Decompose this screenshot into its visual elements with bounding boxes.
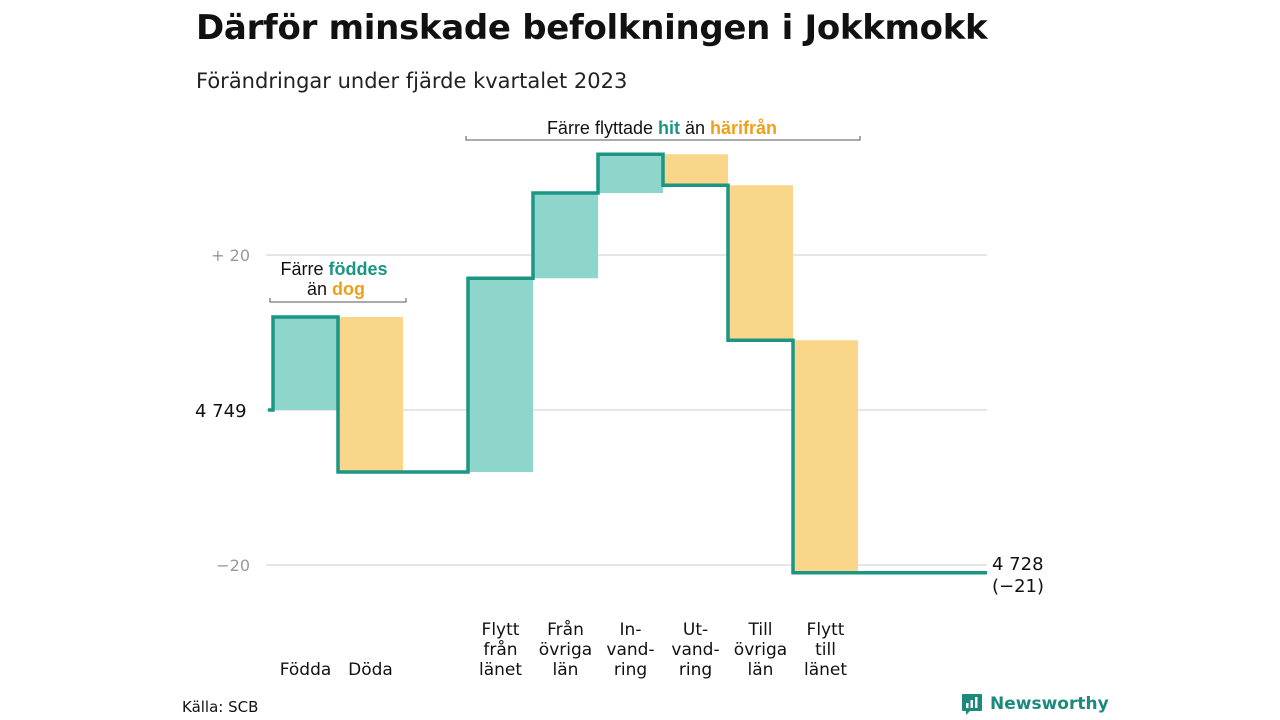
category-label-line: länet bbox=[804, 660, 847, 680]
annotation-births-pre: Färre bbox=[280, 259, 328, 279]
annotation-deaths-highlight: dog bbox=[332, 279, 365, 299]
chart-subtitle: Förändringar under fjärde kvartalet 2023 bbox=[196, 69, 628, 93]
category-label-line: Födda bbox=[280, 660, 332, 680]
annotation-births-highlight: föddes bbox=[329, 259, 388, 279]
brand-name: Newsworthy bbox=[990, 694, 1109, 714]
category-label-line: län bbox=[553, 660, 579, 680]
category-label-line: Ut- bbox=[683, 620, 708, 640]
category-label: Flytt till länet bbox=[804, 620, 847, 680]
annotation-migration-harifran: härifrån bbox=[710, 118, 777, 138]
bar-födda bbox=[273, 317, 338, 410]
category-label-line: ring bbox=[679, 660, 712, 680]
svg-text:Färre flyttade hit än härifrån: Färre flyttade hit än härifrån bbox=[547, 118, 777, 138]
category-label-line: från bbox=[483, 639, 517, 660]
bars bbox=[273, 154, 858, 573]
step-line bbox=[268, 152, 987, 575]
category-label-line: ring bbox=[614, 660, 647, 680]
bar-flytt-från-länet bbox=[468, 278, 533, 472]
category-label: In-vand-ring bbox=[606, 620, 654, 680]
category-label-line: Till bbox=[747, 620, 772, 640]
end-value-label: 4 728 bbox=[992, 554, 1044, 575]
bar-till-övriga-län bbox=[728, 185, 793, 341]
end-change-label: (−21) bbox=[992, 576, 1044, 597]
category-label-line: vand- bbox=[671, 640, 719, 660]
category-label: Till övriga län bbox=[734, 620, 787, 680]
category-label-line: Flytt bbox=[807, 620, 845, 640]
cumulative-step-line bbox=[268, 152, 987, 575]
annotation-migration-pre: Färre flyttade bbox=[547, 118, 658, 138]
bar-ut-vand-ring bbox=[663, 154, 728, 186]
y-tick-label: + 20 bbox=[211, 246, 250, 265]
category-label-line: Från bbox=[547, 619, 584, 640]
category-label-line: till bbox=[815, 640, 836, 660]
category-label: Från övriga län bbox=[539, 619, 592, 680]
migration-annotation: Färre flyttade hit än härifrån bbox=[465, 118, 861, 141]
bar-in-vand-ring bbox=[598, 154, 663, 193]
category-label-line: vand- bbox=[606, 640, 654, 660]
category-label-line: Döda bbox=[348, 660, 393, 680]
births-deaths-annotation: Färre föddes än dog bbox=[269, 259, 407, 303]
category-label-line: övriga bbox=[539, 640, 592, 660]
svg-text:Färre föddes: Färre föddes bbox=[280, 259, 387, 279]
category-label: Döda bbox=[348, 660, 393, 680]
annotation-migration-mid: än bbox=[680, 118, 710, 138]
annotation-migration-hit: hit bbox=[658, 118, 680, 138]
bar-flytt-till-länet bbox=[793, 340, 858, 573]
bar-döda bbox=[338, 317, 403, 472]
category-label-line: Flytt bbox=[482, 620, 520, 640]
y-tick-label: −20 bbox=[216, 556, 250, 575]
category-label: Födda bbox=[280, 660, 332, 680]
annotation-bracket-births bbox=[269, 298, 407, 303]
annotation-bracket-migration bbox=[465, 136, 861, 141]
category-label: Flytt från länet bbox=[479, 620, 522, 680]
source-note: Källa: SCB bbox=[182, 698, 259, 716]
bar-chart-icon bbox=[962, 694, 982, 715]
category-label: Ut-vand-ring bbox=[671, 620, 719, 680]
y-axis-ticks: + 20 −20 bbox=[211, 246, 250, 575]
bar-från-övriga-län bbox=[533, 193, 598, 279]
brand-logo: Newsworthy bbox=[960, 692, 1109, 716]
category-label-line: län bbox=[748, 660, 774, 680]
category-label-line: övriga bbox=[734, 640, 787, 660]
annotation-deaths-pre: än bbox=[307, 279, 332, 299]
start-value-label: 4 749 bbox=[195, 401, 247, 422]
category-label-line: In- bbox=[620, 620, 642, 640]
chart-title: Därför minskade befolkningen i Jokkmokk bbox=[196, 8, 988, 48]
category-label-line: länet bbox=[479, 660, 522, 680]
svg-text:än dog: än dog bbox=[307, 279, 365, 299]
